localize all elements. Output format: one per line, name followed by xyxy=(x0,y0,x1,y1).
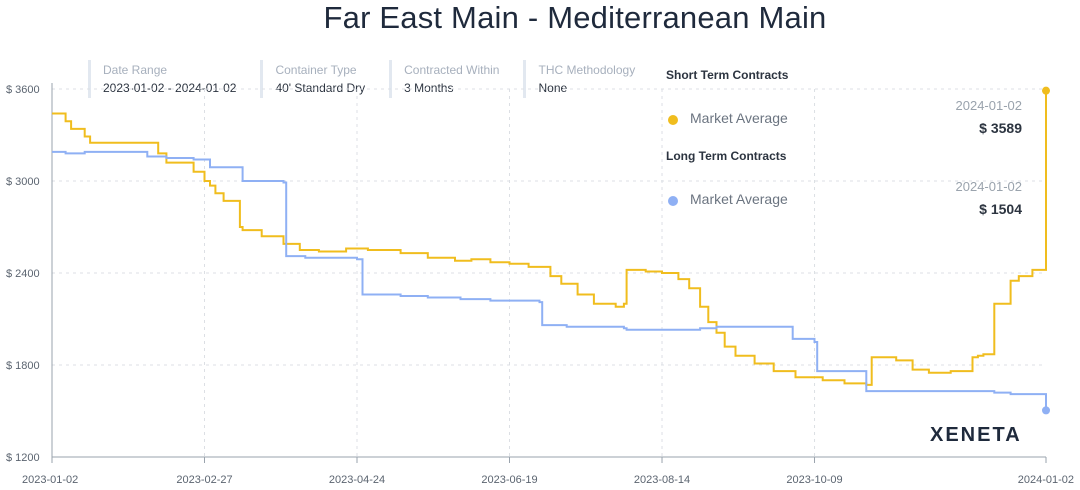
chart-title: Far East Main - Mediterranean Main xyxy=(323,0,827,35)
short-term-dot-icon xyxy=(668,115,678,125)
axes: $ 1200 $ 1800 $ 2400 $ 3000 $ 3600 2023-01-02… xyxy=(6,83,1074,486)
legend-heading-long-term: Long Term Contracts xyxy=(666,149,787,163)
filter-value: 40' Standard Dry xyxy=(275,81,366,95)
x-tick-label: 2023-01-02 xyxy=(22,474,78,486)
filter-label: Container Type xyxy=(275,63,357,77)
legend-value: $ 3589 xyxy=(979,120,1022,136)
filter-contracted-within[interactable]: Contracted Within 3 Months xyxy=(389,60,500,102)
filter-label: Contracted Within xyxy=(404,63,500,77)
filter-value: 2023-01-02 - 2024-01-02 xyxy=(103,81,237,95)
legend-series-name: Market Average xyxy=(690,191,788,207)
filter-label: THC Methodology xyxy=(538,63,636,77)
series-long-term-line xyxy=(52,150,1047,411)
y-tick-label: $ 3000 xyxy=(6,176,40,188)
legend-heading-short-term: Short Term Contracts xyxy=(666,68,789,82)
x-tick-label: 2023-02-27 xyxy=(176,474,232,486)
x-tick-label: 2023-08-14 xyxy=(634,474,690,486)
filter-label: Date Range xyxy=(103,63,168,77)
x-tick-label: 2023-10-09 xyxy=(786,474,842,486)
legend: Short Term Contracts Market Average 2024… xyxy=(666,68,1026,223)
x-tick-label: 2023-04-24 xyxy=(329,474,385,486)
filter-value: 3 Months xyxy=(404,81,454,95)
xeneta-logo: XENETA xyxy=(930,424,1022,446)
filter-bar: Date Range 2023-01-02 - 2024-01-02 Conta… xyxy=(88,60,659,102)
series-layer xyxy=(52,86,1050,415)
filter-container-type[interactable]: Container Type 40' Standard Dry xyxy=(260,60,366,102)
x-tick-label: 2023-06-19 xyxy=(481,474,537,486)
legend-item-short-term[interactable]: Market Average 2024-01-02 $ 3589 xyxy=(666,98,1026,142)
legend-value: $ 1504 xyxy=(979,201,1022,217)
legend-series-name: Market Average xyxy=(690,110,788,126)
series-short-term-line xyxy=(52,90,1047,386)
y-tick-label: $ 2400 xyxy=(6,268,40,280)
legend-date: 2024-01-02 xyxy=(955,98,1023,113)
x-tick-label: 2024-01-02 xyxy=(1018,474,1074,486)
y-tick-label: $ 1200 xyxy=(6,452,40,464)
legend-date: 2024-01-02 xyxy=(955,179,1023,194)
filter-value: None xyxy=(538,81,568,95)
series-end-point xyxy=(1042,406,1050,415)
legend-item-long-term[interactable]: Market Average 2024-01-02 $ 1504 xyxy=(666,179,1026,223)
filter-thc-methodology[interactable]: THC Methodology None xyxy=(523,60,636,102)
y-tick-label: $ 3600 xyxy=(6,84,40,96)
y-tick-label: $ 1800 xyxy=(6,360,40,372)
long-term-dot-icon xyxy=(668,196,678,206)
filter-date-range[interactable]: Date Range 2023-01-02 - 2024-01-02 xyxy=(88,60,237,102)
series-end-point xyxy=(1042,86,1050,95)
